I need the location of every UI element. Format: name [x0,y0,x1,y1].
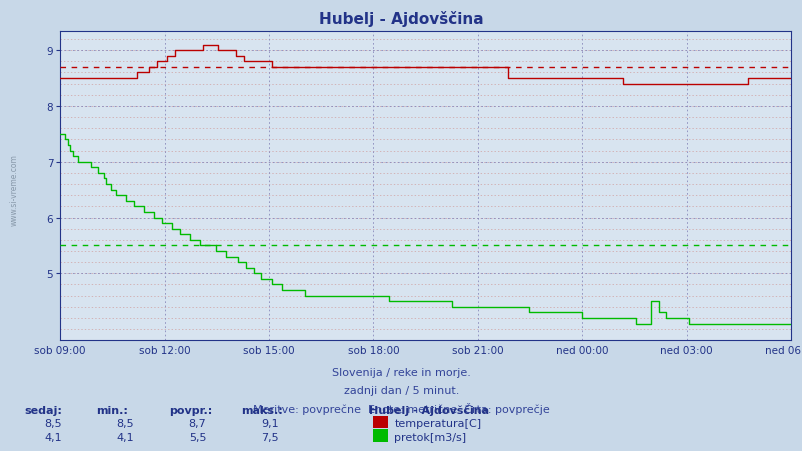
Text: Hubelj - Ajdovščina: Hubelj - Ajdovščina [318,11,484,27]
Text: ned 00:00: ned 00:00 [555,345,608,355]
Text: sob 09:00: sob 09:00 [34,345,86,355]
Text: zadnji dan / 5 minut.: zadnji dan / 5 minut. [343,385,459,395]
Text: sob 15:00: sob 15:00 [243,345,294,355]
Text: 5,5: 5,5 [188,432,206,442]
Text: 8,7: 8,7 [188,418,206,428]
Text: povpr.:: povpr.: [168,405,212,414]
Text: 8,5: 8,5 [44,418,62,428]
Text: sob 18:00: sob 18:00 [347,345,399,355]
Text: Hubelj - Ajdovščina: Hubelj - Ajdovščina [369,404,489,414]
Text: temperatura[C]: temperatura[C] [394,418,480,428]
Text: 9,1: 9,1 [261,418,278,428]
Text: sedaj:: sedaj: [24,405,62,414]
Text: Slovenija / reke in morje.: Slovenija / reke in morje. [332,368,470,377]
Text: www.si-vreme.com: www.si-vreme.com [10,153,18,226]
Text: sob 21:00: sob 21:00 [452,345,503,355]
Text: 7,5: 7,5 [261,432,278,442]
Text: Meritve: povprečne  Enote: metrične  Črta: povprečje: Meritve: povprečne Enote: metrične Črta:… [253,402,549,414]
Text: 4,1: 4,1 [116,432,134,442]
Text: sob 12:00: sob 12:00 [139,345,190,355]
Text: maks.:: maks.: [241,405,282,414]
Text: ned 06:00: ned 06:00 [764,345,802,355]
Text: ned 03:00: ned 03:00 [659,345,712,355]
Text: 4,1: 4,1 [44,432,62,442]
Text: min.:: min.: [96,405,128,414]
Text: 8,5: 8,5 [116,418,134,428]
Text: pretok[m3/s]: pretok[m3/s] [394,432,466,442]
